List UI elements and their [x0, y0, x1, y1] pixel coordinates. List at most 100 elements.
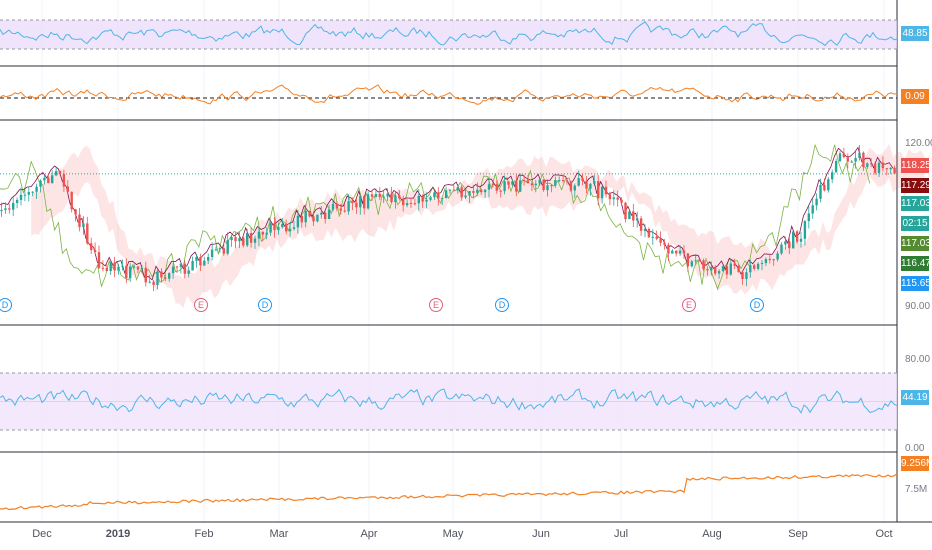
candle-body	[620, 199, 623, 203]
candle-body	[339, 208, 342, 211]
candle-body	[511, 181, 514, 185]
candle-body	[542, 179, 545, 191]
candle-body	[425, 199, 428, 202]
rsi-last-value-tag: 44.19	[901, 390, 929, 405]
candle-body	[179, 263, 183, 267]
candle-body	[569, 181, 573, 191]
candle-body	[491, 184, 495, 186]
candle-body	[893, 167, 896, 174]
candle-body	[686, 253, 690, 267]
cumulative-volume-line	[0, 473, 898, 511]
candle-body	[608, 194, 612, 200]
candle-body	[561, 180, 565, 182]
candle-body	[31, 191, 34, 193]
candle-body	[733, 263, 736, 266]
candle-body	[756, 263, 760, 269]
earnings-marker[interactable]: E	[682, 298, 696, 312]
candle-body	[246, 232, 249, 246]
candle-body	[242, 238, 245, 246]
candle-body	[819, 184, 822, 199]
candle-body	[90, 243, 93, 251]
candle-body	[632, 211, 635, 221]
candle-body	[374, 193, 378, 197]
price-tag-4: 117.03	[901, 236, 931, 251]
candle-body	[148, 281, 151, 283]
candle-body	[745, 272, 748, 280]
candle-body	[437, 192, 440, 199]
candle-body	[530, 183, 534, 186]
candle-body	[378, 193, 381, 198]
candle-body	[565, 180, 569, 182]
candle-body	[788, 241, 791, 249]
candle-body	[850, 161, 853, 163]
candle-body	[132, 266, 136, 268]
candle-body	[433, 192, 436, 198]
candle-body	[253, 238, 257, 243]
candle-body	[324, 212, 327, 220]
dividend-marker[interactable]: D	[258, 298, 272, 312]
price-tag-6: 115.65	[901, 276, 931, 291]
candle-body	[729, 263, 732, 275]
candle-body	[312, 216, 315, 222]
osc1-line	[0, 21, 898, 47]
candle-body	[827, 179, 830, 191]
candle-body	[441, 198, 444, 200]
candle-body	[109, 262, 112, 272]
candle-body	[97, 252, 101, 268]
candle-body	[585, 180, 588, 189]
candle-body	[702, 260, 705, 270]
x-axis-label: Mar	[269, 528, 289, 540]
candle-body	[710, 267, 713, 271]
candle-body	[0, 209, 3, 211]
candle-body	[257, 231, 261, 239]
candle-body	[86, 223, 89, 244]
candle-body	[823, 184, 826, 191]
dividend-marker[interactable]: D	[495, 298, 509, 312]
candle-body	[866, 163, 869, 168]
x-axis-label: Aug	[702, 528, 722, 540]
dividend-marker[interactable]: D	[0, 298, 12, 312]
candle-body	[483, 189, 487, 193]
candle-body	[534, 183, 537, 186]
candle-body	[616, 197, 619, 200]
candle-body	[659, 238, 662, 243]
candle-body	[550, 185, 553, 187]
price-scale-label: 120.00	[905, 138, 932, 149]
candle-body	[113, 262, 116, 271]
candle-body	[93, 250, 97, 253]
candle-body	[721, 266, 725, 272]
candle-body	[238, 238, 241, 242]
candle-body	[612, 197, 615, 200]
candle-body	[308, 210, 311, 217]
candle-body	[834, 161, 838, 173]
candle-body	[78, 214, 81, 228]
candle-body	[370, 194, 374, 197]
candle-body	[694, 260, 697, 262]
dividend-marker[interactable]: D	[750, 298, 764, 312]
candle-body	[191, 260, 194, 271]
candle-body	[831, 172, 834, 180]
candle-body	[23, 194, 27, 196]
rsi-line	[0, 388, 898, 414]
candle-body	[160, 271, 163, 278]
candle-body	[273, 223, 276, 231]
candle-body	[300, 215, 303, 223]
candle-body	[780, 244, 783, 254]
candle-body	[807, 213, 810, 222]
candle-body	[444, 190, 448, 199]
candle-body	[604, 186, 608, 195]
osc1-last-value-tag: 48.85	[901, 26, 929, 41]
candle-body	[772, 259, 775, 261]
candle-body	[335, 203, 339, 209]
earnings-marker[interactable]: E	[194, 298, 208, 312]
candle-body	[522, 180, 526, 182]
candle-body	[581, 178, 584, 181]
candle-body	[842, 153, 846, 158]
candle-body	[105, 268, 108, 272]
candle-body	[164, 277, 167, 279]
candle-body	[359, 196, 362, 208]
candle-body	[675, 250, 678, 254]
earnings-marker[interactable]: E	[429, 298, 443, 312]
candle-body	[234, 237, 237, 242]
